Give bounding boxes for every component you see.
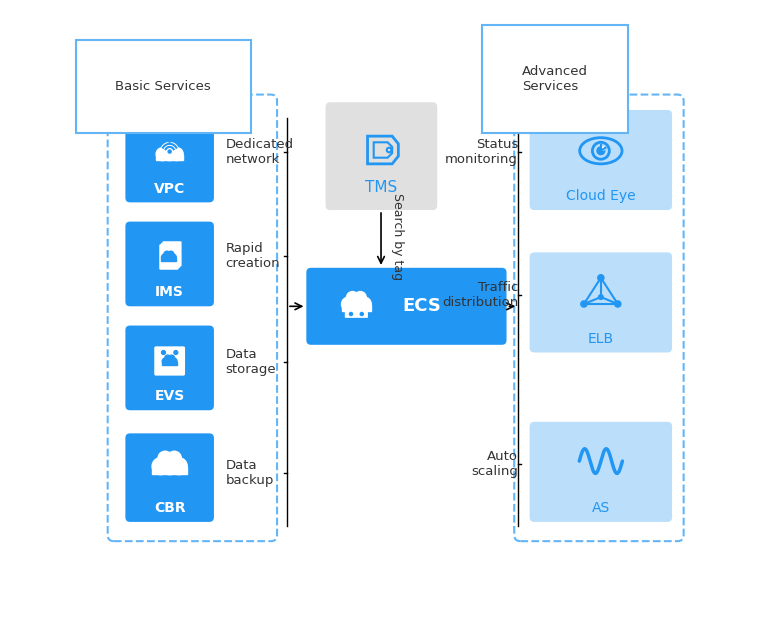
Text: Advanced
Services: Advanced Services	[522, 65, 588, 93]
Bar	[341, 305, 371, 311]
FancyBboxPatch shape	[159, 244, 178, 269]
Text: IMS: IMS	[155, 285, 184, 299]
FancyBboxPatch shape	[125, 222, 214, 306]
Circle shape	[170, 148, 183, 160]
Circle shape	[361, 313, 364, 316]
Circle shape	[168, 251, 174, 257]
Circle shape	[598, 295, 603, 299]
FancyBboxPatch shape	[162, 242, 181, 267]
Bar	[162, 362, 177, 365]
Text: VPC: VPC	[154, 181, 185, 195]
Text: Basic Services: Basic Services	[115, 80, 211, 93]
Circle shape	[168, 150, 171, 153]
Circle shape	[164, 355, 171, 361]
Circle shape	[158, 451, 172, 465]
Text: Data
storage: Data storage	[225, 348, 276, 376]
Text: Traffic
distribution: Traffic distribution	[442, 281, 518, 309]
Circle shape	[598, 275, 604, 281]
FancyBboxPatch shape	[125, 434, 214, 522]
Bar	[156, 155, 183, 160]
Text: Dedicated
network: Dedicated network	[225, 138, 293, 166]
Text: Data
backup: Data backup	[225, 460, 274, 488]
Circle shape	[167, 451, 181, 465]
FancyBboxPatch shape	[530, 252, 672, 353]
Text: Auto
scaling: Auto scaling	[471, 450, 518, 478]
FancyBboxPatch shape	[306, 268, 506, 345]
Circle shape	[168, 355, 174, 361]
Circle shape	[174, 351, 178, 354]
FancyBboxPatch shape	[154, 346, 185, 375]
Text: Rapid
creation: Rapid creation	[225, 242, 280, 270]
Circle shape	[597, 147, 604, 155]
Text: EVS: EVS	[154, 389, 185, 403]
Circle shape	[158, 453, 181, 475]
Circle shape	[347, 292, 358, 304]
Text: TMS: TMS	[365, 179, 397, 195]
Bar	[152, 467, 188, 474]
Circle shape	[161, 254, 168, 261]
FancyBboxPatch shape	[530, 110, 672, 210]
Circle shape	[357, 297, 371, 311]
Circle shape	[601, 147, 604, 150]
Circle shape	[161, 144, 178, 160]
FancyBboxPatch shape	[125, 118, 214, 202]
FancyBboxPatch shape	[530, 422, 672, 522]
Circle shape	[164, 251, 170, 257]
Circle shape	[156, 148, 169, 160]
Circle shape	[164, 252, 174, 261]
Circle shape	[615, 301, 621, 307]
FancyBboxPatch shape	[326, 102, 437, 210]
Circle shape	[168, 143, 178, 153]
Text: AS: AS	[591, 501, 610, 515]
Circle shape	[165, 356, 174, 365]
FancyBboxPatch shape	[345, 310, 368, 318]
Text: ECS: ECS	[402, 297, 442, 314]
Circle shape	[354, 292, 366, 304]
Circle shape	[170, 358, 177, 365]
Text: ELB: ELB	[587, 332, 614, 346]
Circle shape	[171, 458, 188, 475]
Text: Cloud Eye: Cloud Eye	[566, 189, 635, 204]
Circle shape	[169, 254, 176, 261]
FancyBboxPatch shape	[161, 243, 180, 268]
Text: Status
monitoring: Status monitoring	[445, 138, 518, 166]
Circle shape	[341, 297, 356, 311]
Circle shape	[347, 293, 366, 311]
Bar	[161, 258, 176, 261]
Circle shape	[152, 458, 169, 475]
Text: CBR: CBR	[154, 501, 185, 515]
Circle shape	[161, 351, 165, 354]
Circle shape	[162, 358, 169, 365]
Circle shape	[350, 313, 353, 316]
Circle shape	[581, 301, 587, 307]
Text: Search by tag: Search by tag	[391, 193, 404, 281]
FancyBboxPatch shape	[125, 326, 214, 410]
Circle shape	[161, 143, 171, 153]
